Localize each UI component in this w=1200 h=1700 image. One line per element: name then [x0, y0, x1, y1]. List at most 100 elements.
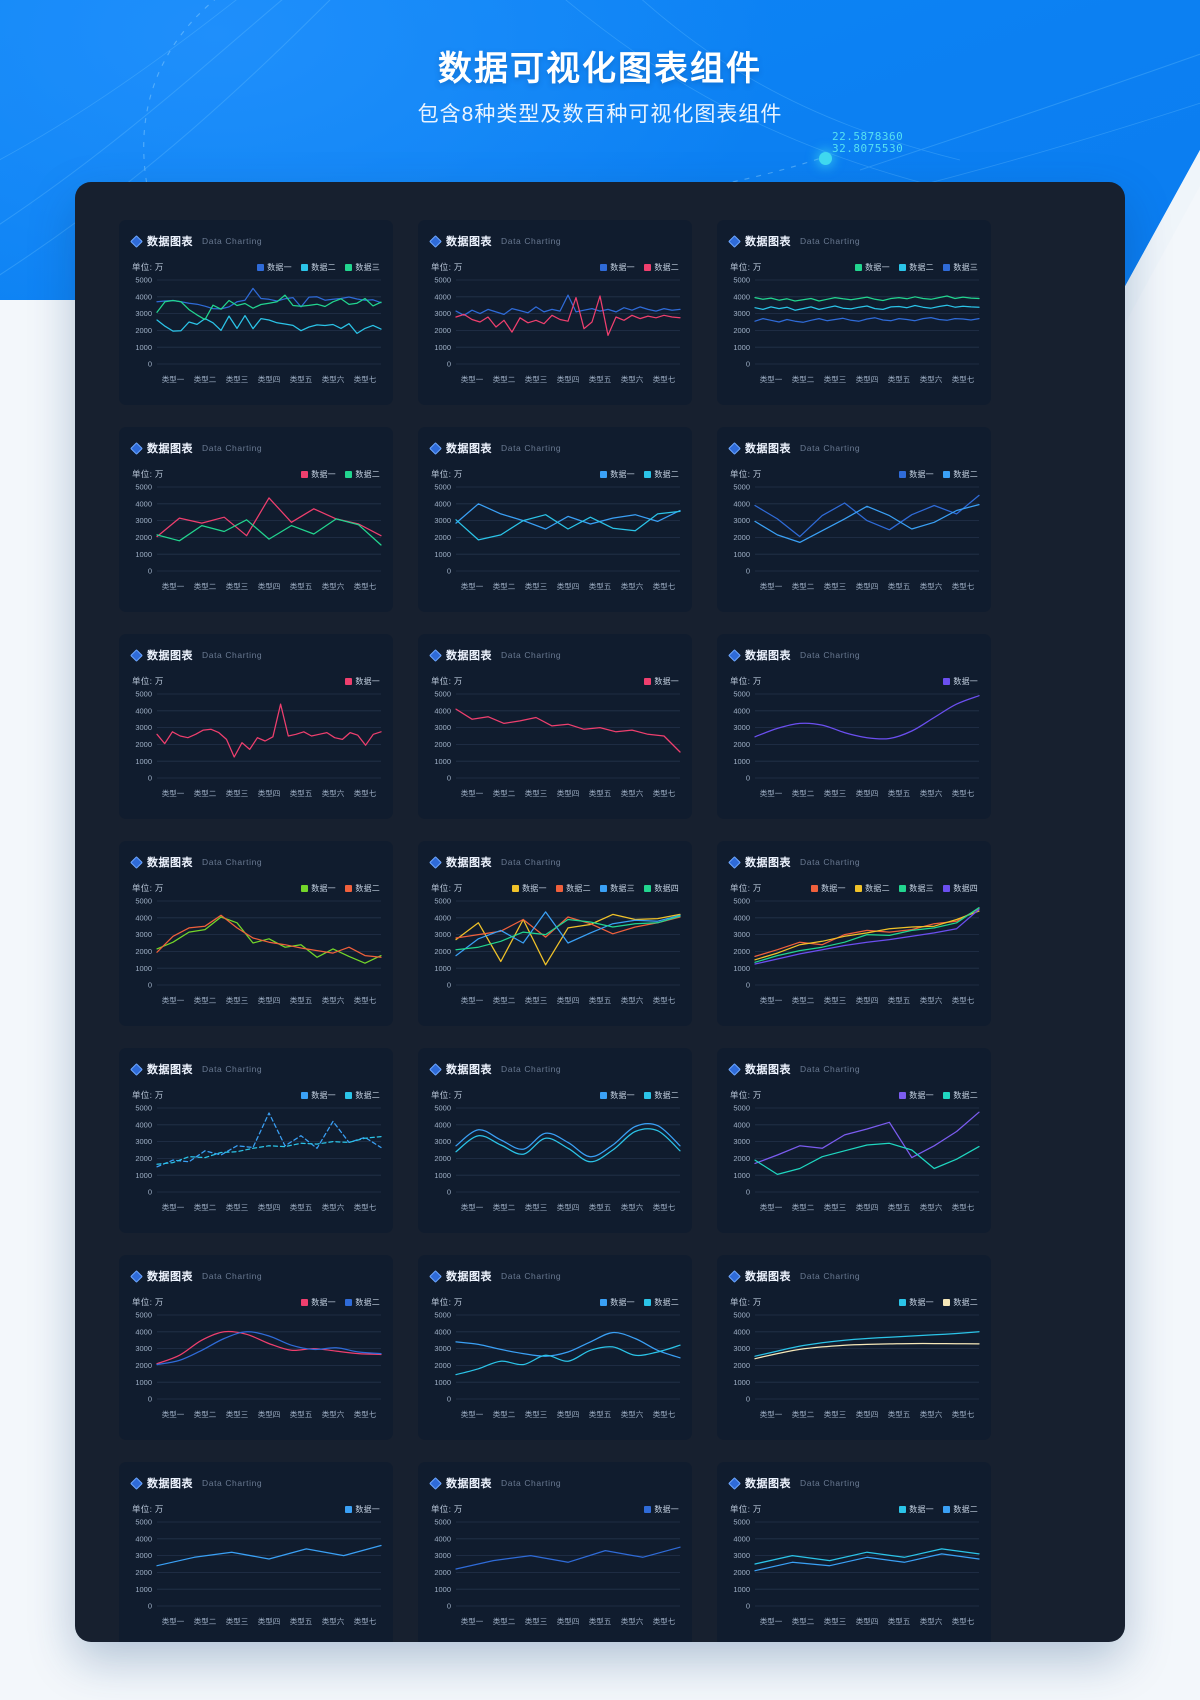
chart-plot-area[interactable]: 5000 4000 3000 2000 1000 0 类型一 类型二 类型三 类型四 类型五 类型六类…: [119, 1100, 393, 1233]
legend-item[interactable]: 数据二: [854, 883, 890, 894]
legend-item[interactable]: 数据一: [300, 469, 336, 480]
chart-card[interactable]: 数据图表 Data Charting 单位: 万数据一 数据二 数据三 5000 4000 3…: [119, 220, 393, 405]
chart-plot-area[interactable]: 5000 4000 3000 2000 1000 0 类型一 类型二 类型三 类型四 类型五 类型六类…: [418, 893, 692, 1026]
chart-card-subtitle: Data Charting: [800, 443, 861, 453]
legend-item[interactable]: 数据二: [344, 1297, 380, 1308]
chart-plot-area[interactable]: 5000 4000 3000 2000 1000 0 类型一 类型二 类型三 类型四 类型五 类型六类…: [717, 1307, 991, 1440]
chart-series-line: [156, 1135, 382, 1165]
chart-plot-area[interactable]: 5000 4000 3000 2000 1000 0 类型一 类型二 类型三 类型四 类型五 类型六类…: [119, 1514, 393, 1642]
chart-card[interactable]: 数据图表 Data Charting 单位: 万数据一 数据二 5000 4000 3000…: [717, 1255, 991, 1440]
legend-item[interactable]: 数据一: [511, 883, 547, 894]
y-axis-tick-label: 1000: [135, 550, 152, 559]
legend-item[interactable]: 数据一: [643, 1504, 679, 1515]
legend-item[interactable]: 数据二: [344, 883, 380, 894]
chart-card[interactable]: 数据图表 Data Charting 单位: 万数据一 数据二 5000 4000 3000…: [418, 1048, 692, 1233]
chart-plot-area[interactable]: 5000 4000 3000 2000 1000 0 类型一 类型二 类型三 类型四 类型五 类型六类…: [418, 686, 692, 819]
legend-item[interactable]: 数据三: [344, 262, 380, 273]
chart-card-title: 数据图表: [745, 1271, 791, 1283]
legend-item[interactable]: 数据一: [599, 1297, 635, 1308]
legend-item[interactable]: 数据一: [599, 262, 635, 273]
chart-series-line: [455, 1331, 681, 1359]
chart-card[interactable]: 数据图表 Data Charting 单位: 万数据一 数据二 5000 4000 3000…: [418, 220, 692, 405]
chart-plot-area[interactable]: 5000 4000 3000 2000 1000 0 类型一 类型二 类型三 类型四 类型五 类型六类…: [418, 272, 692, 405]
legend-item[interactable]: 数据二: [643, 1090, 679, 1101]
chart-plot-area[interactable]: 5000 4000 3000 2000 1000 0 类型一 类型二 类型三 类型四 类型五 类型六类…: [418, 479, 692, 612]
chart-plot-area[interactable]: 5000 4000 3000 2000 1000 0 类型一 类型二 类型三 类型四 类型五 类型六类…: [119, 893, 393, 1026]
chart-card[interactable]: 数据图表 Data Charting 单位: 万 数据一 5000 4000 3000 200…: [119, 634, 393, 819]
chart-card[interactable]: 数据图表 Data Charting 单位: 万 数据一 5000 4000 3000 200…: [418, 1462, 692, 1642]
legend-item[interactable]: 数据二: [643, 1297, 679, 1308]
chart-card[interactable]: 数据图表 Data Charting 单位: 万 数据一 数据二 数据三 数据四 5000 40…: [717, 841, 991, 1026]
legend-item[interactable]: 数据一: [898, 1090, 934, 1101]
chart-card[interactable]: 数据图表 Data Charting 单位: 万 数据一 5000 4000 3000 200…: [717, 634, 991, 819]
chart-plot-area[interactable]: 5000 4000 3000 2000 1000 0 类型一 类型二 类型三 类型四 类型五 类型六类…: [717, 272, 991, 405]
legend-item[interactable]: 数据二: [344, 469, 380, 480]
legend-item[interactable]: 数据一: [300, 883, 336, 894]
legend-item[interactable]: 数据二: [555, 883, 591, 894]
chart-series-line: [156, 703, 382, 758]
legend-item[interactable]: 数据一: [942, 676, 978, 687]
legend-item[interactable]: 数据二: [942, 1090, 978, 1101]
legend-item[interactable]: 数据一: [599, 1090, 635, 1101]
chart-card[interactable]: 数据图表 Data Charting 单位: 万数据一 数据二 5000 4000 3000…: [418, 427, 692, 612]
chart-card[interactable]: 数据图表 Data Charting 单位: 万数据一 数据二 5000 4000 3000…: [717, 1048, 991, 1233]
legend-swatch-icon: [511, 884, 519, 892]
legend-item[interactable]: 数据四: [942, 883, 978, 894]
legend-item[interactable]: 数据二: [643, 469, 679, 480]
legend-item[interactable]: 数据四: [643, 883, 679, 894]
chart-plot-area[interactable]: 5000 4000 3000 2000 1000 0 类型一 类型二 类型三 类型四 类型五 类型六类…: [119, 479, 393, 612]
legend-item[interactable]: 数据二: [643, 262, 679, 273]
legend-item[interactable]: 数据一: [898, 469, 934, 480]
x-axis-tick-label: 类型七: [354, 581, 377, 591]
legend-item[interactable]: 数据一: [898, 1297, 934, 1308]
chart-card-title: 数据图表: [745, 1064, 791, 1076]
legend-item[interactable]: 数据一: [344, 1504, 380, 1515]
chart-plot-area[interactable]: 5000 4000 3000 2000 1000 0 类型一 类型二 类型三 类型四 类型五 类型六类…: [119, 686, 393, 819]
legend-item[interactable]: 数据一: [256, 262, 292, 273]
chart-card[interactable]: 数据图表 Data Charting 单位: 万 数据一 数据二 数据三 数据四 5000 40…: [418, 841, 692, 1026]
legend-item[interactable]: 数据二: [942, 469, 978, 480]
chart-plot-area[interactable]: 5000 4000 3000 2000 1000 0 类型一 类型二 类型三 类型四 类型五 类型六类…: [717, 1514, 991, 1642]
legend-item[interactable]: 数据一: [898, 1504, 934, 1515]
chart-card[interactable]: 数据图表 Data Charting 单位: 万数据一 数据二 5000 4000 3000…: [119, 427, 393, 612]
legend-item[interactable]: 数据一: [344, 676, 380, 687]
chart-card[interactable]: 数据图表 Data Charting 单位: 万数据一 数据二 5000 4000 3000…: [119, 1048, 393, 1233]
chart-legend: 数据一 数据二: [898, 1297, 978, 1308]
chart-plot-area[interactable]: 5000 4000 3000 2000 1000 0 类型一 类型二 类型三 类型四 类型五 类型六类…: [418, 1514, 692, 1642]
chart-card[interactable]: 数据图表 Data Charting 单位: 万 数据一 5000 4000 3000 200…: [418, 634, 692, 819]
legend-item[interactable]: 数据一: [810, 883, 846, 894]
chart-plot-area[interactable]: 5000 4000 3000 2000 1000 0 类型一 类型二 类型三 类型四 类型五 类型六类…: [717, 1100, 991, 1233]
chart-card[interactable]: 数据图表 Data Charting 单位: 万数据一 数据二 5000 4000 3000…: [418, 1255, 692, 1440]
chart-plot-area[interactable]: 5000 4000 3000 2000 1000 0 类型一 类型二 类型三 类型四 类型五 类型六类…: [119, 1307, 393, 1440]
legend-item[interactable]: 数据三: [898, 883, 934, 894]
legend-item[interactable]: 数据一: [300, 1090, 336, 1101]
legend-item[interactable]: 数据二: [344, 1090, 380, 1101]
legend-item[interactable]: 数据三: [599, 883, 635, 894]
chart-plot-area[interactable]: 5000 4000 3000 2000 1000 0 类型一 类型二 类型三 类型四 类型五 类型六类…: [717, 893, 991, 1026]
x-axis-tick-label: 类型六: [920, 1616, 943, 1626]
chart-card-header: 数据图表 Data Charting: [728, 1062, 978, 1076]
legend-item[interactable]: 数据一: [599, 469, 635, 480]
chart-card[interactable]: 数据图表 Data Charting 单位: 万数据一 数据二 5000 4000 3000…: [717, 427, 991, 612]
legend-item[interactable]: 数据二: [300, 262, 336, 273]
legend-item[interactable]: 数据一: [854, 262, 890, 273]
legend-item[interactable]: 数据二: [942, 1297, 978, 1308]
chart-card[interactable]: 数据图表 Data Charting 单位: 万数据一 数据二 数据三 5000 4000 3…: [717, 220, 991, 405]
chart-plot-area[interactable]: 5000 4000 3000 2000 1000 0 类型一 类型二 类型三 类型四 类型五 类型六类…: [418, 1307, 692, 1440]
legend-item[interactable]: 数据二: [942, 1504, 978, 1515]
legend-item[interactable]: 数据一: [300, 1297, 336, 1308]
chart-series-line: [455, 294, 681, 316]
chart-card[interactable]: 数据图表 Data Charting 单位: 万数据一 数据二 5000 4000 3000…: [717, 1462, 991, 1642]
y-axis-tick-label: 3000: [434, 309, 451, 318]
chart-card[interactable]: 数据图表 Data Charting 单位: 万数据一 数据二 5000 4000 3000…: [119, 841, 393, 1026]
chart-card[interactable]: 数据图表 Data Charting 单位: 万 数据一 5000 4000 3000 200…: [119, 1462, 393, 1642]
legend-item[interactable]: 数据二: [898, 262, 934, 273]
chart-plot-area[interactable]: 5000 4000 3000 2000 1000 0 类型一 类型二 类型三 类型四 类型五 类型六类…: [119, 272, 393, 405]
legend-item[interactable]: 数据三: [942, 262, 978, 273]
chart-plot-area[interactable]: 5000 4000 3000 2000 1000 0 类型一 类型二 类型三 类型四 类型五 类型六类…: [717, 686, 991, 819]
chart-plot-area[interactable]: 5000 4000 3000 2000 1000 0 类型一 类型二 类型三 类型四 类型五 类型六类…: [717, 479, 991, 612]
y-axis-tick-label: 3000: [733, 930, 750, 939]
chart-plot-area[interactable]: 5000 4000 3000 2000 1000 0 类型一 类型二 类型三 类型四 类型五 类型六类…: [418, 1100, 692, 1233]
legend-item[interactable]: 数据一: [643, 676, 679, 687]
chart-card[interactable]: 数据图表 Data Charting 单位: 万数据一 数据二 5000 4000 3000…: [119, 1255, 393, 1440]
